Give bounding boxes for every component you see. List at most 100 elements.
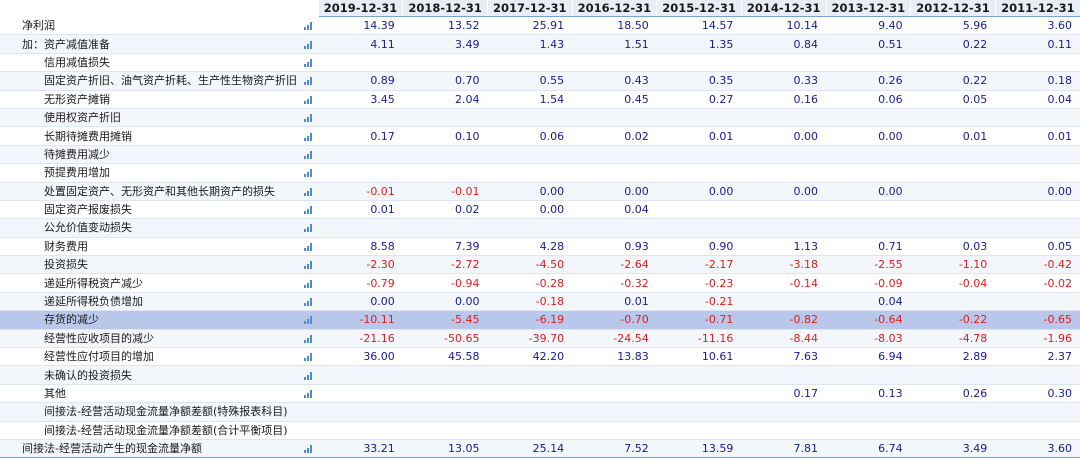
row-chart-cell[interactable]	[300, 182, 319, 201]
bar-chart-icon[interactable]	[304, 40, 314, 49]
column-header-year[interactable]: 2012-12-31	[910, 0, 996, 17]
value-cell	[402, 402, 488, 422]
bar-chart-icon[interactable]	[304, 150, 314, 159]
table-row[interactable]: 待摊费用减少	[0, 145, 1080, 165]
row-chart-cell[interactable]	[300, 71, 319, 91]
table-row[interactable]: 其他 0.17 0.13 0.26 0.30	[0, 384, 1080, 404]
table-row[interactable]: 净利润 14.39 13.52 25.91 18.50 14.57 10.14 9.40 5.9…	[0, 16, 1080, 36]
bar-chart-icon[interactable]	[304, 445, 314, 454]
table-row[interactable]: 信用减值损失	[0, 53, 1080, 73]
row-chart-cell[interactable]	[300, 126, 319, 146]
row-chart-cell[interactable]	[300, 34, 319, 54]
row-chart-cell[interactable]	[300, 347, 319, 367]
table-row[interactable]: 经营性应付项目的增加 36.00 45.58 42.20 13.83 10.61 7.63 6…	[0, 347, 1080, 367]
row-chart-cell[interactable]	[300, 145, 319, 165]
value-cell: -4.50	[487, 255, 573, 275]
row-chart-cell[interactable]	[300, 292, 319, 312]
table-row[interactable]: 财务费用 8.58 7.39 4.28 0.93 0.90 1.13 0.71 0.03 0.05	[0, 237, 1080, 257]
row-chart-cell[interactable]	[300, 53, 319, 73]
table-row[interactable]: 存货的减少 -10.11 -5.45 -6.19 -0.70 -0.71 -0.82 -0.6…	[0, 310, 1080, 330]
row-chart-cell[interactable]	[300, 163, 319, 183]
bar-chart-icon[interactable]	[304, 279, 314, 288]
bar-chart-icon[interactable]	[304, 261, 314, 270]
row-chart-cell[interactable]	[300, 237, 319, 257]
value-cell: -2.17	[656, 255, 742, 275]
value-cell: 0.05	[910, 90, 996, 109]
table-row[interactable]: 公允价值变动损失	[0, 218, 1080, 238]
value-cell	[487, 402, 573, 422]
bar-chart-icon[interactable]	[304, 298, 314, 307]
table-row[interactable]: 间接法-经营活动产生的现金流量净额 33.21 13.05 25.14 7.52 13.5…	[0, 438, 1080, 458]
bar-chart-icon[interactable]	[304, 353, 314, 362]
bar-chart-icon[interactable]	[304, 224, 314, 233]
column-header-year[interactable]: 2015-12-31	[656, 0, 742, 17]
bar-chart-icon[interactable]	[304, 22, 314, 31]
bar-chart-icon[interactable]	[304, 58, 314, 67]
value-cell: 0.01	[910, 126, 996, 146]
table-row[interactable]: 使用权资产折旧	[0, 108, 1080, 128]
row-chart-cell[interactable]	[300, 438, 319, 458]
value-cell: -0.02	[995, 273, 1080, 293]
value-cell: -39.70	[487, 329, 573, 349]
row-chart-cell[interactable]	[300, 108, 319, 128]
table-row[interactable]: 处置固定资产、无形资产和其他长期资产的损失 -0.01 -0.01 0.00 0.00 0…	[0, 182, 1080, 201]
bar-chart-icon[interactable]	[304, 316, 314, 325]
row-chart-cell[interactable]	[300, 218, 319, 238]
table-row[interactable]: 投资损失 -2.30 -2.72 -4.50 -2.64 -2.17 -3.18 -2.55-…	[0, 255, 1080, 275]
bar-chart-icon[interactable]	[304, 242, 314, 251]
column-header-year[interactable]: 2011-12-31	[994, 0, 1080, 17]
table-row[interactable]: 未确认的投资损失	[0, 365, 1080, 385]
row-chart-cell[interactable]	[300, 255, 319, 275]
row-chart-cell[interactable]	[300, 329, 319, 349]
bar-chart-icon[interactable]	[304, 206, 314, 215]
table-row[interactable]: 固定资产报废损失 0.01 0.02 0.00 0.04	[0, 200, 1080, 220]
value-cell: 18.50	[572, 16, 657, 36]
table-row[interactable]: 间接法-经营活动现金流量净额差额(特殊报表科目)	[0, 402, 1080, 422]
table-row[interactable]: 预提费用增加	[0, 163, 1080, 183]
column-header-year[interactable]: 2013-12-31	[825, 0, 911, 17]
table-row[interactable]: 递延所得税负债增加 0.00 0.00 -0.18 0.01 -0.21 0.04	[0, 292, 1080, 312]
table-row[interactable]: 间接法-经营活动现金流量净额差额(合计平衡项目)	[0, 421, 1080, 440]
bar-chart-icon[interactable]	[304, 132, 314, 141]
table-row[interactable]: 加：资产减值准备 4.11 3.49 1.43 1.51 1.35 0.84 0.51 0.22…	[0, 34, 1080, 54]
row-chart-cell[interactable]	[300, 16, 319, 36]
value-cell	[826, 145, 911, 165]
row-chart-cell[interactable]	[300, 365, 319, 385]
bar-chart-icon[interactable]	[304, 114, 314, 123]
column-header-year[interactable]: 2019-12-31	[317, 0, 403, 17]
table-row[interactable]: 无形资产摊销 3.45 2.04 1.54 0.45 0.27 0.16 0.06 0.05 0.…	[0, 90, 1080, 109]
bar-chart-icon[interactable]	[304, 169, 314, 178]
row-chart-cell[interactable]	[300, 273, 319, 293]
row-chart-cell[interactable]	[300, 310, 319, 330]
bar-chart-icon[interactable]	[304, 77, 314, 86]
row-chart-cell[interactable]	[300, 90, 319, 109]
value-cell: -0.70	[572, 310, 657, 330]
bar-chart-icon[interactable]	[304, 371, 314, 380]
value-cell: 3.60	[995, 16, 1080, 36]
value-cell	[487, 108, 573, 128]
value-cell: -0.04	[910, 273, 996, 293]
bar-chart-icon[interactable]	[304, 187, 314, 196]
column-header-year[interactable]: 2014-12-31	[740, 0, 827, 17]
row-label: 间接法-经营活动现金流量净额差额(特殊报表科目)	[0, 402, 301, 422]
row-label: 固定资产报废损失	[0, 200, 301, 220]
table-row[interactable]: 固定资产折旧、油气资产折耗、生产性生物资产折旧 0.89 0.70 0.55 0.43 0…	[0, 71, 1080, 91]
column-header-year[interactable]: 2016-12-31	[571, 0, 657, 17]
column-header-year[interactable]: 2018-12-31	[402, 0, 488, 17]
table-row[interactable]: 经营性应收项目的减少 -21.16 -50.65 -39.70 -24.54 -11.16…	[0, 329, 1080, 349]
bar-chart-icon[interactable]	[304, 334, 314, 343]
value-cell: -1.96	[995, 329, 1080, 349]
table-row[interactable]: 长期待摊费用摊销 0.17 0.10 0.06 0.02 0.01 0.00 0.00 0.01…	[0, 126, 1080, 146]
bar-chart-icon[interactable]	[304, 95, 314, 104]
column-header-year[interactable]: 2017-12-31	[486, 0, 573, 17]
value-cell	[741, 145, 827, 165]
row-chart-cell[interactable]	[300, 200, 319, 220]
table-row[interactable]: 递延所得税资产减少 -0.79 -0.94 -0.28 -0.32 -0.23 -0.14-…	[0, 273, 1080, 293]
value-cell	[572, 365, 657, 385]
row-chart-cell[interactable]	[300, 384, 319, 404]
bar-chart-icon[interactable]	[304, 390, 314, 398]
value-cell: 0.00	[656, 182, 742, 201]
value-cell: 0.16	[741, 90, 827, 109]
value-cell	[572, 384, 657, 404]
row-chart-cell	[300, 402, 319, 422]
